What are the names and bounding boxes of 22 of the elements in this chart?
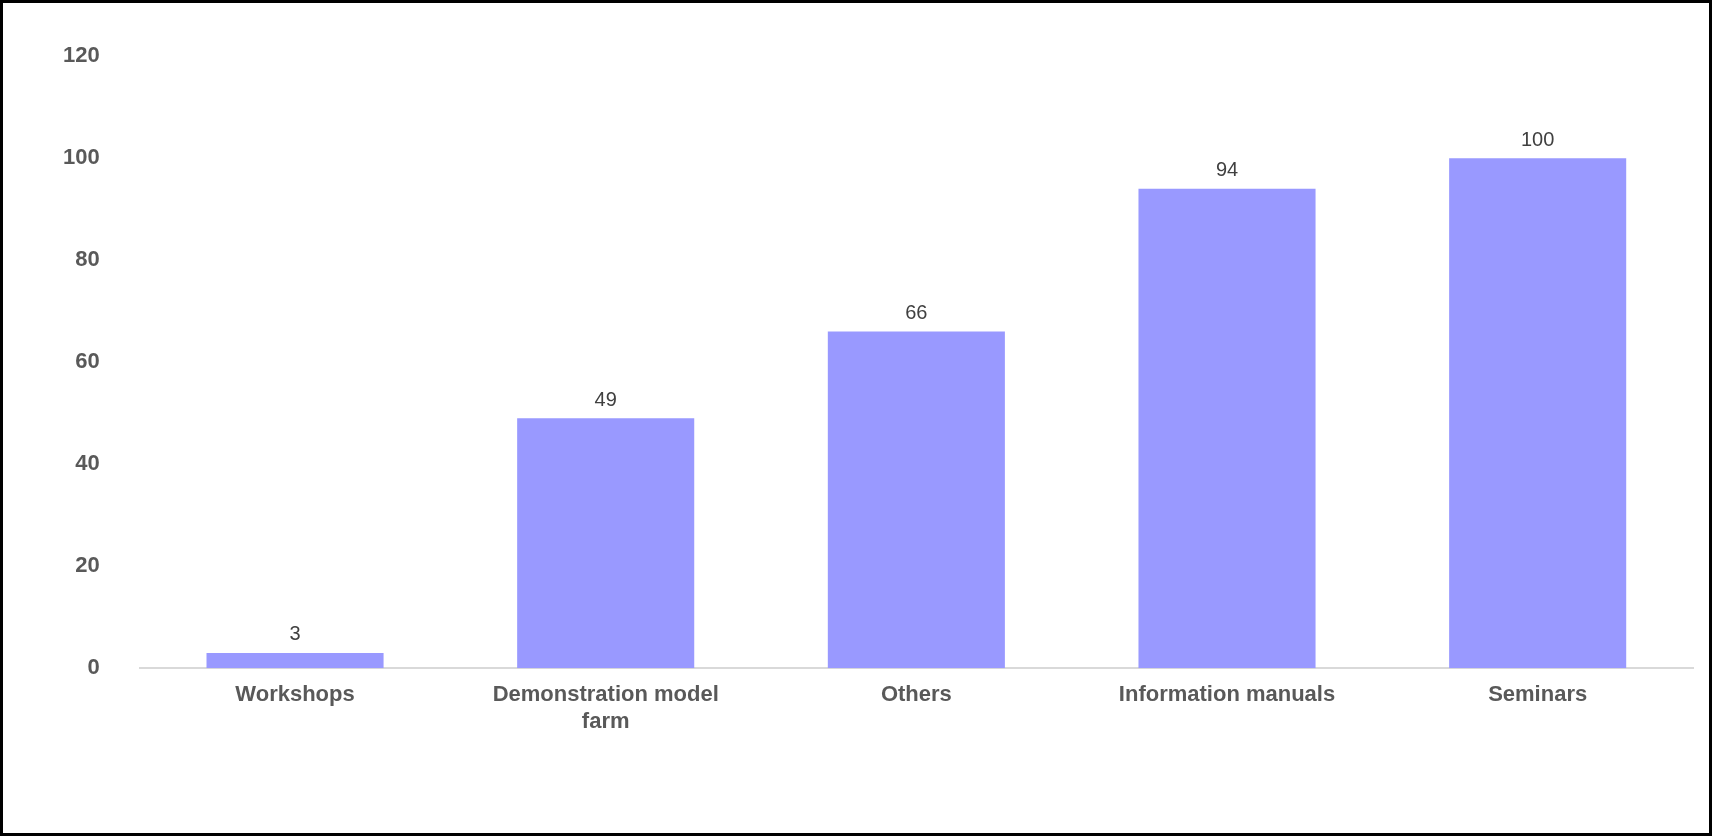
data-label: 94 [1215, 158, 1239, 181]
y-tick-label: 120 [62, 42, 100, 68]
y-tick-label: 40 [75, 450, 100, 476]
x-tick-label: Seminars [1488, 681, 1588, 707]
y-tick-label: 100 [62, 144, 100, 170]
bar [206, 652, 384, 669]
data-label: 66 [905, 301, 928, 324]
y-tick-label: 60 [75, 348, 100, 374]
data-label: 49 [594, 387, 617, 410]
bar [517, 418, 695, 669]
y-tick-label: 80 [75, 246, 100, 272]
bar [1138, 188, 1316, 669]
bar [827, 331, 1005, 669]
bar [1449, 158, 1627, 669]
x-tick-label: Demonstration model farm [492, 681, 719, 733]
x-tick-label: Others [880, 681, 952, 707]
y-tick-label: 0 [87, 654, 100, 680]
data-label: 100 [1520, 127, 1555, 150]
x-tick-label: Workshops [235, 681, 355, 707]
x-tick-label: Information manuals [1118, 681, 1336, 707]
y-tick-label: 20 [75, 552, 100, 578]
data-label: 3 [289, 622, 301, 645]
